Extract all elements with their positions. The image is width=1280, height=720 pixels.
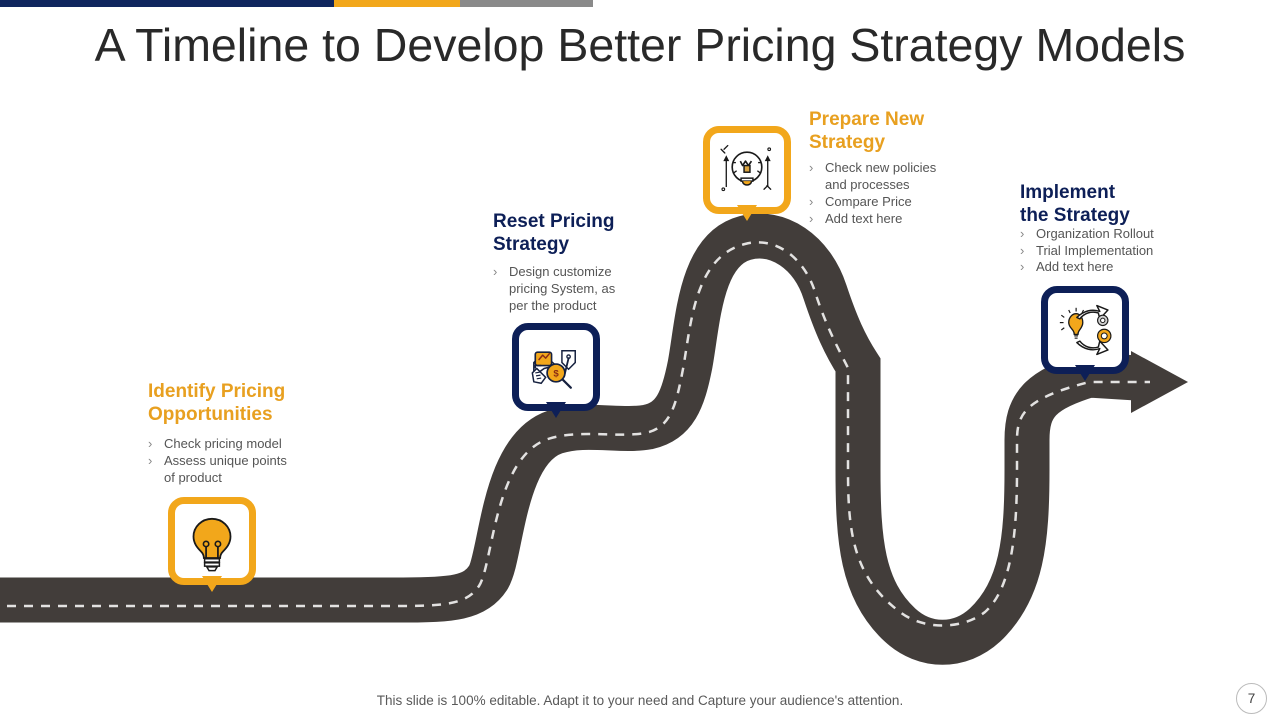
svg-text:$: $ (553, 369, 559, 380)
